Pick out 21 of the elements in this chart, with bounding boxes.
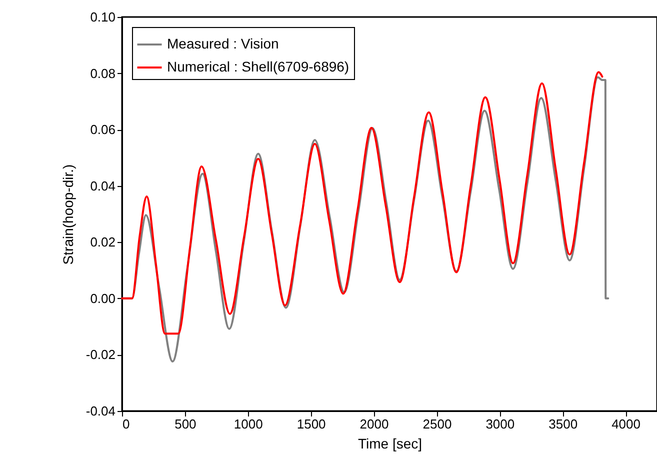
legend-label: Measured : Vision [167,36,279,52]
x-tick-label: 1000 [234,416,263,432]
x-tick-label: 0 [122,416,130,432]
legend-label: Numerical : Shell(6709-6896) [167,58,350,74]
x-axis-title: Time [sec] [358,436,422,452]
x-tick-label: 2000 [360,416,389,432]
y-tick-label: 0.00 [90,290,116,306]
y-tick-label: 0.06 [90,122,116,138]
y-tick-label: 0.02 [90,234,116,250]
x-tick-label: 3500 [548,416,578,432]
y-axis-title: Strain(hoop-dir.) [60,164,76,265]
y-tick-label: 0.10 [90,10,116,24]
x-tick-label: 2500 [422,416,452,432]
x-tick-label: 1500 [296,416,326,432]
x-tick-label: 4000 [612,416,640,432]
y-tick-label: -0.04 [86,404,116,418]
y-tick-label: 0.04 [90,178,116,194]
x-tick-label: 500 [174,416,196,432]
y-tick-label: -0.02 [86,347,116,362]
x-tick-label: 3000 [486,416,515,432]
y-tick-label: 0.08 [90,66,116,81]
